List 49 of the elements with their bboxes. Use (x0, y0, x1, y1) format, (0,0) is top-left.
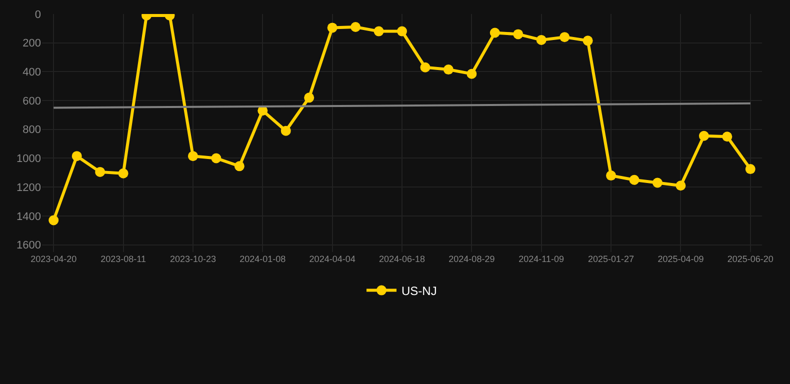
x-tick-label: 2025-01-27 (588, 254, 634, 264)
x-tick-label: 2023-08-11 (100, 254, 146, 264)
point (606, 170, 616, 181)
x-tick-label: 2023-04-20 (30, 254, 77, 264)
point (48, 215, 59, 226)
point (350, 22, 361, 32)
point (374, 26, 384, 36)
y-tick-label: 1000 (16, 153, 41, 166)
point (280, 126, 291, 136)
point (490, 28, 500, 38)
x-tick-label: 2025-06-20 (727, 254, 774, 264)
point (652, 178, 662, 188)
y-tick-label: 200 (22, 38, 41, 50)
point (420, 62, 430, 72)
point (629, 174, 640, 185)
x-tick-label: 2024-01-08 (240, 254, 286, 264)
point (397, 26, 407, 36)
x-tick-label: 2024-11-09 (518, 254, 564, 264)
point (698, 130, 709, 141)
y-tick-label: 400 (22, 66, 41, 79)
x-tick-label: 2025-04-09 (658, 254, 704, 264)
y-tick-label: 1600 (16, 240, 41, 252)
point (676, 180, 686, 191)
y-tick-label: 600 (22, 95, 41, 108)
point (722, 132, 732, 142)
legend-label: US-NJ (402, 284, 437, 298)
point (560, 32, 570, 42)
point (536, 34, 546, 45)
x-tick-label: 2024-08-29 (448, 254, 495, 264)
x-tick-label: 2023-10-23 (170, 254, 216, 264)
point (745, 164, 756, 174)
y-tick-label: 1200 (16, 182, 41, 194)
point (513, 29, 524, 40)
point (582, 36, 593, 46)
y-tick-label: 1400 (16, 210, 41, 223)
x-tick-label: 2024-06-18 (378, 254, 426, 264)
y-tick-label: 0 (34, 8, 41, 21)
point (118, 168, 128, 178)
x-tick-label: 2024-04-04 (309, 254, 356, 264)
point (188, 151, 198, 162)
point (443, 64, 454, 75)
y-tick-label: 800 (22, 124, 41, 136)
point (234, 161, 244, 172)
point (95, 166, 106, 177)
point (72, 151, 82, 162)
point (327, 22, 338, 33)
point (211, 153, 222, 164)
point (304, 92, 314, 103)
point (466, 68, 477, 79)
